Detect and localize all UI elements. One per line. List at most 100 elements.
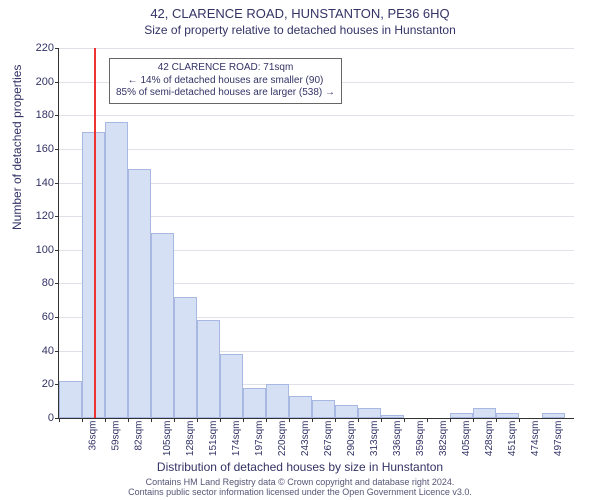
- xtick-label: 313sqm: [369, 421, 380, 457]
- x-axis-label: Distribution of detached houses by size …: [0, 460, 600, 474]
- ytick-label: 20: [24, 378, 54, 390]
- annotation-line: 42 CLARENCE ROAD: 71sqm: [116, 62, 335, 75]
- footer-attribution: Contains HM Land Registry data © Crown c…: [0, 477, 600, 498]
- xtick-label: 82sqm: [134, 421, 145, 451]
- xtick-mark: [220, 418, 221, 422]
- histogram-bar: [59, 381, 82, 418]
- ytick-label: 220: [24, 42, 54, 54]
- xtick-label: 290sqm: [346, 421, 357, 457]
- ytick-label: 200: [24, 76, 54, 88]
- histogram-bar: [105, 122, 128, 418]
- xtick-label: 336sqm: [392, 421, 403, 457]
- xtick-label: 105sqm: [162, 421, 173, 457]
- ytick-label: 120: [24, 210, 54, 222]
- xtick-label: 428sqm: [484, 421, 495, 457]
- histogram-bar: [312, 400, 335, 419]
- xtick-mark: [427, 418, 428, 422]
- ytick-mark: [55, 283, 59, 284]
- xtick-label: 267sqm: [323, 421, 334, 457]
- xtick-mark: [335, 418, 336, 422]
- xtick-mark: [105, 418, 106, 422]
- ytick-label: 80: [24, 277, 54, 289]
- xtick-label: 474sqm: [530, 421, 541, 457]
- xtick-label: 59sqm: [111, 421, 122, 451]
- xtick-mark: [82, 418, 83, 422]
- histogram-bar: [450, 413, 473, 418]
- xtick-mark: [197, 418, 198, 422]
- histogram-bar: [220, 354, 243, 418]
- ytick-mark: [55, 149, 59, 150]
- xtick-label: 36sqm: [88, 421, 99, 451]
- histogram-bar: [335, 405, 358, 418]
- histogram-bar: [197, 320, 220, 418]
- xtick-mark: [473, 418, 474, 422]
- gridline: [59, 149, 574, 150]
- ytick-mark: [55, 250, 59, 251]
- xtick-label: 151sqm: [208, 421, 219, 457]
- annotation-line: 85% of semi-detached houses are larger (…: [116, 87, 335, 100]
- xtick-label: 405sqm: [461, 421, 472, 457]
- xtick-mark: [404, 418, 405, 422]
- histogram-bar: [358, 408, 381, 418]
- ytick-label: 60: [24, 311, 54, 323]
- xtick-mark: [312, 418, 313, 422]
- xtick-mark: [381, 418, 382, 422]
- ytick-label: 140: [24, 177, 54, 189]
- chart-area: 02040608010012014016018020022036sqm59sqm…: [58, 48, 573, 418]
- histogram-bar: [174, 297, 197, 418]
- ytick-mark: [55, 82, 59, 83]
- property-marker-line: [94, 48, 96, 418]
- ytick-mark: [55, 216, 59, 217]
- histogram-bar: [473, 408, 496, 418]
- xtick-mark: [358, 418, 359, 422]
- histogram-bar: [496, 413, 519, 418]
- xtick-label: 382sqm: [438, 421, 449, 457]
- histogram-bar: [289, 396, 312, 418]
- ytick-label: 160: [24, 143, 54, 155]
- xtick-label: 128sqm: [185, 421, 196, 457]
- xtick-mark: [289, 418, 290, 422]
- histogram-bar: [151, 233, 174, 418]
- gridline: [59, 115, 574, 116]
- gridline: [59, 48, 574, 49]
- xtick-label: 220sqm: [277, 421, 288, 457]
- chart-title: 42, CLARENCE ROAD, HUNSTANTON, PE36 6HQ: [0, 0, 600, 21]
- histogram-bar: [266, 384, 289, 418]
- ytick-mark: [55, 48, 59, 49]
- y-axis-label: Number of detached properties: [10, 65, 24, 230]
- ytick-label: 0: [24, 412, 54, 424]
- footer-line-2: Contains public sector information licen…: [0, 487, 600, 497]
- xtick-mark: [128, 418, 129, 422]
- xtick-mark: [519, 418, 520, 422]
- plot-region: 02040608010012014016018020022036sqm59sqm…: [58, 48, 574, 419]
- xtick-label: 451sqm: [507, 421, 518, 457]
- histogram-bar: [128, 169, 151, 418]
- xtick-label: 497sqm: [553, 421, 564, 457]
- xtick-label: 174sqm: [231, 421, 242, 457]
- xtick-label: 359sqm: [415, 421, 426, 457]
- histogram-bar: [243, 388, 266, 418]
- xtick-mark: [243, 418, 244, 422]
- xtick-label: 243sqm: [300, 421, 311, 457]
- ytick-label: 40: [24, 345, 54, 357]
- xtick-label: 197sqm: [254, 421, 265, 457]
- ytick-mark: [55, 183, 59, 184]
- xtick-mark: [151, 418, 152, 422]
- chart-subtitle: Size of property relative to detached ho…: [0, 21, 600, 37]
- annotation-line: ← 14% of detached houses are smaller (90…: [116, 75, 335, 88]
- xtick-mark: [59, 418, 60, 422]
- histogram-bar: [381, 415, 404, 418]
- ytick-mark: [55, 115, 59, 116]
- ytick-mark: [55, 351, 59, 352]
- ytick-mark: [55, 317, 59, 318]
- annotation-box: 42 CLARENCE ROAD: 71sqm← 14% of detached…: [109, 58, 342, 104]
- xtick-mark: [496, 418, 497, 422]
- ytick-label: 180: [24, 109, 54, 121]
- histogram-bar: [542, 413, 565, 418]
- xtick-mark: [450, 418, 451, 422]
- ytick-label: 100: [24, 244, 54, 256]
- xtick-mark: [174, 418, 175, 422]
- footer-line-1: Contains HM Land Registry data © Crown c…: [0, 477, 600, 487]
- xtick-mark: [266, 418, 267, 422]
- chart-container: 42, CLARENCE ROAD, HUNSTANTON, PE36 6HQ …: [0, 0, 600, 500]
